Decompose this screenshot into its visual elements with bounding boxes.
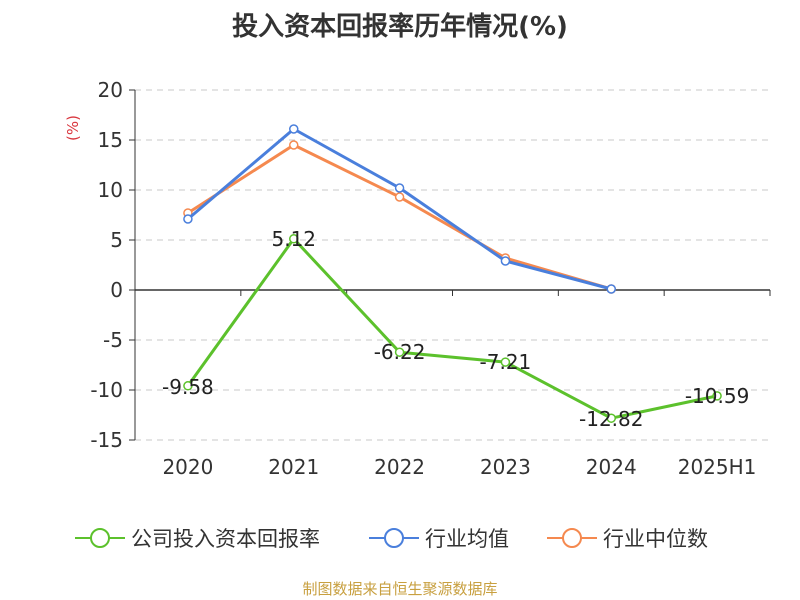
data-point [500, 357, 511, 367]
data-label: -12.82 [579, 407, 643, 431]
y-tick-label: 5 [110, 228, 123, 252]
data-point [712, 391, 722, 401]
data-point [289, 140, 299, 150]
legend-mean-marker [369, 528, 419, 548]
data-label: 5.12 [271, 227, 316, 251]
data-point [183, 214, 193, 224]
legend-item-roic[interactable]: 公司投入资本回报率 [75, 521, 320, 555]
data-point [394, 347, 405, 357]
legend-roic-label: 公司投入资本回报率 [131, 527, 320, 551]
y-tick-label: 15 [98, 128, 123, 152]
legend-item-industry-median[interactable]: 行业中位数 [547, 521, 708, 555]
data-point [183, 381, 193, 391]
data-point [289, 234, 299, 244]
series-line-1 [186, 127, 612, 291]
data-point [289, 124, 299, 134]
y-tick-label: 20 [98, 78, 123, 102]
data-point [606, 284, 616, 294]
legend-mean-label: 行业均值 [425, 527, 509, 551]
y-tick-label: 10 [98, 178, 123, 202]
series-line-0 [186, 237, 718, 420]
x-tick-label: 2025H1 [678, 455, 757, 479]
legend: 公司投入资本回报率 行业均值 行业中位数 [0, 521, 800, 555]
data-label: -10.59 [685, 384, 749, 408]
legend-median-label: 行业中位数 [603, 527, 708, 551]
data-label: -7.21 [480, 350, 532, 374]
data-point [394, 183, 405, 193]
legend-roic-marker [75, 528, 125, 548]
y-tick-label: -5 [103, 328, 123, 352]
legend-item-industry-mean[interactable]: 行业均值 [369, 521, 509, 555]
series-lines [183, 124, 722, 423]
x-tick-label: 2022 [374, 455, 425, 479]
data-label: -9.58 [162, 375, 214, 399]
x-tick-label: 2021 [268, 455, 319, 479]
y-tick-label: 0 [110, 278, 123, 302]
data-labels: -9.58 5.12 -6.22 -7.21 -12.82 -10.59 [162, 227, 749, 431]
legend-median-marker [547, 528, 597, 548]
data-point [606, 413, 616, 423]
data-point [394, 192, 405, 202]
data-source: 制图数据来自恒生聚源数据库 [302, 580, 498, 598]
data-label: -6.22 [374, 340, 426, 364]
x-tick-label: 2024 [586, 455, 637, 479]
x-tick-label: 2020 [162, 455, 213, 479]
grid-lines [135, 89, 770, 441]
y-axis-label: (%) [64, 115, 82, 141]
data-point [500, 256, 511, 266]
x-tick-label: 2023 [480, 455, 531, 479]
axes: 20 15 10 5 0 -5 -10 -15 (%) 2020 2021 2022 2023 2024 2… [64, 78, 771, 479]
chart-title: 投入资本回报率历年情况(%) [232, 12, 568, 42]
y-tick-label: -10 [90, 378, 123, 402]
y-tick-label: -15 [90, 428, 123, 452]
